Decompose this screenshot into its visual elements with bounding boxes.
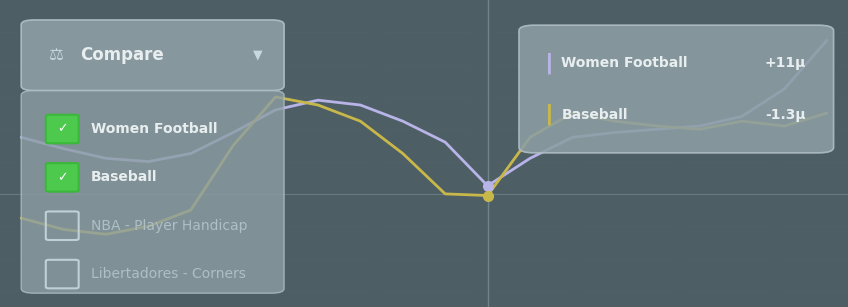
Text: -1.3μ: -1.3μ	[765, 108, 806, 122]
Text: ▼: ▼	[253, 49, 262, 62]
Text: Baseball: Baseball	[561, 108, 628, 122]
Text: ┃: ┃	[544, 53, 555, 74]
Text: ⚖: ⚖	[49, 46, 64, 64]
Text: ✓: ✓	[57, 171, 68, 184]
Text: ✓: ✓	[57, 122, 68, 135]
Text: Women Football: Women Football	[91, 122, 217, 136]
Text: Libertadores - Corners: Libertadores - Corners	[91, 267, 245, 281]
Text: Baseball: Baseball	[91, 170, 157, 185]
Text: ┃: ┃	[544, 104, 555, 125]
Text: +11μ: +11μ	[764, 56, 806, 70]
Text: NBA - Player Handicap: NBA - Player Handicap	[91, 219, 247, 233]
Text: Women Football: Women Football	[561, 56, 688, 70]
Text: Compare: Compare	[81, 46, 165, 64]
